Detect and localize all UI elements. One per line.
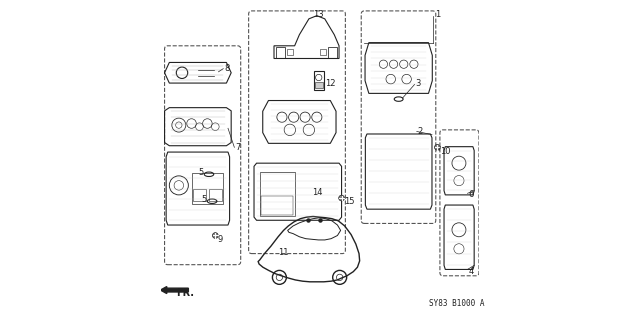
Text: 4: 4	[468, 267, 474, 276]
Text: 13: 13	[314, 10, 324, 19]
Bar	[260, 172, 294, 216]
Circle shape	[339, 195, 344, 201]
Bar	[193, 188, 206, 201]
Text: 5: 5	[198, 168, 204, 177]
Text: 5: 5	[201, 196, 207, 204]
Bar	[191, 173, 223, 204]
Bar	[209, 188, 221, 201]
Text: 15: 15	[344, 197, 355, 206]
Text: SY83 B1000 A: SY83 B1000 A	[429, 299, 484, 308]
Text: 2: 2	[418, 127, 423, 136]
Circle shape	[212, 233, 218, 238]
Bar	[276, 47, 285, 59]
Bar	[314, 71, 324, 90]
Text: 3: 3	[415, 79, 420, 88]
Bar	[261, 196, 293, 215]
Text: FR.: FR.	[177, 288, 195, 298]
Bar	[328, 47, 337, 59]
Text: 12: 12	[325, 79, 335, 88]
FancyArrow shape	[161, 287, 188, 293]
Bar	[315, 82, 323, 88]
Text: 11: 11	[278, 248, 289, 257]
Circle shape	[435, 144, 440, 150]
Text: 1: 1	[435, 10, 440, 19]
Text: 9: 9	[218, 236, 223, 244]
Text: 7: 7	[235, 143, 241, 152]
Text: 6: 6	[468, 190, 474, 199]
Text: 8: 8	[224, 63, 230, 73]
Bar	[320, 49, 326, 55]
Text: 14: 14	[312, 188, 323, 197]
Text: 10: 10	[440, 147, 451, 156]
Bar	[287, 49, 293, 55]
